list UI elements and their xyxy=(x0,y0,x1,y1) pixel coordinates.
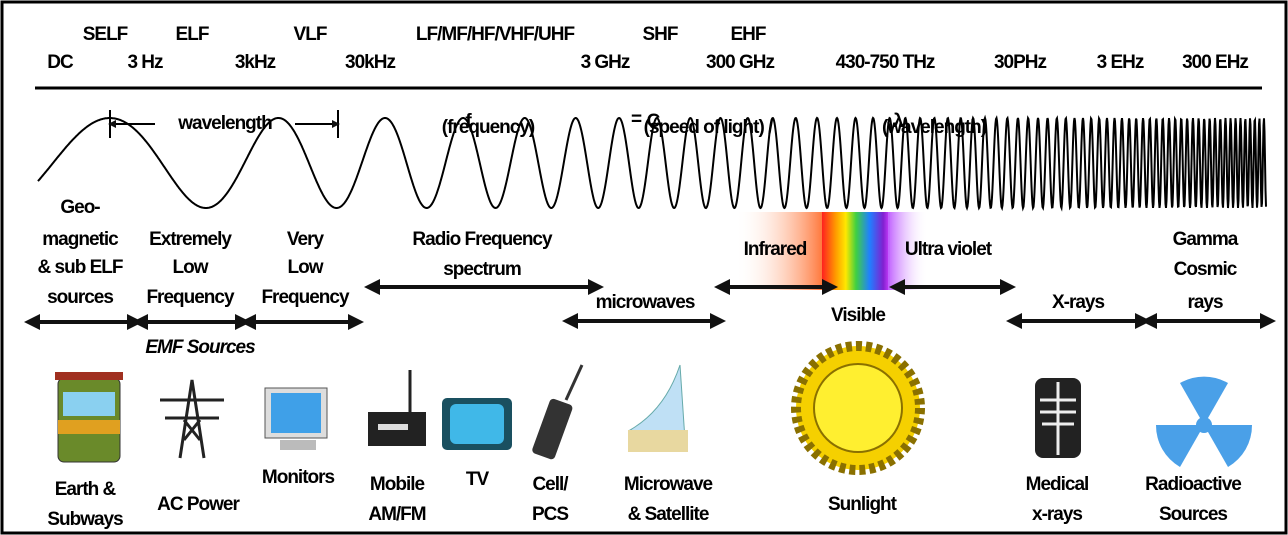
source-label: TV xyxy=(466,469,490,490)
region-label: & sub ELF xyxy=(38,257,123,278)
region-label: rays xyxy=(1187,292,1223,313)
region-label: Frequency xyxy=(146,287,235,308)
band-frequency: 300 EHz xyxy=(1182,52,1248,73)
pylon-icon xyxy=(160,379,224,459)
band-frequency: 30kHz xyxy=(345,52,395,73)
source-label: Microwave xyxy=(624,474,713,495)
source-label: AM/FM xyxy=(368,504,425,525)
band-name: ELF xyxy=(176,24,209,45)
radio-icon xyxy=(368,370,426,446)
region-label: microwaves xyxy=(596,292,695,313)
region-label: Geo- xyxy=(60,197,100,218)
formula-equals: = xyxy=(631,109,642,130)
band-frequency: DC xyxy=(47,52,74,73)
band-name: SELF xyxy=(83,24,128,45)
band-name: EHF xyxy=(731,24,766,45)
region-label: sources xyxy=(47,287,113,308)
source-label: Mobile xyxy=(370,474,425,495)
source-label: Earth & xyxy=(55,479,117,500)
source-label: Radioactive xyxy=(1145,474,1241,495)
band-name: SHF xyxy=(643,24,678,45)
source-label: PCS xyxy=(532,504,568,525)
source-label: Sunlight xyxy=(828,494,898,515)
tram-icon xyxy=(55,372,123,463)
radiation-icon xyxy=(1155,376,1253,467)
band-frequency: 3kHz xyxy=(235,52,276,73)
region-label: magnetic xyxy=(42,229,119,250)
source-label: Monitors xyxy=(262,467,335,488)
emf-title: EMF Sources xyxy=(145,337,255,358)
region-label: Radio Frequency xyxy=(412,229,553,250)
tv-icon xyxy=(442,398,512,450)
source-label: & Satellite xyxy=(628,504,709,525)
visible-band xyxy=(735,212,928,290)
formula-label: (frequency) xyxy=(442,117,535,138)
region-label: Cosmic xyxy=(1174,259,1238,280)
formula-label: (speed of light) / xyxy=(644,117,774,138)
region-label: Visible xyxy=(831,305,885,326)
source-label: Subways xyxy=(47,509,123,530)
band-frequency: 3 GHz xyxy=(581,52,630,73)
formula-f: f xyxy=(465,111,472,132)
source-label: Cell/ xyxy=(532,474,569,495)
region-label: Ultra violet xyxy=(905,239,993,260)
wavelength-markers xyxy=(108,110,340,138)
icons xyxy=(55,341,1253,475)
satellite-icon xyxy=(628,364,688,452)
range-arrows xyxy=(24,279,1276,330)
region-label: Frequency xyxy=(261,287,350,308)
region-label: Extremely xyxy=(149,229,232,250)
region-label: X-rays xyxy=(1052,292,1105,313)
region-label: Very xyxy=(287,229,325,250)
formula-label: (wavelength) xyxy=(882,117,987,138)
region-label: Gamma xyxy=(1173,229,1239,250)
source-label: Sources xyxy=(1159,504,1227,525)
source-label: AC Power xyxy=(157,494,240,515)
region-label: Infrared xyxy=(744,239,807,260)
band-name: VLF xyxy=(294,24,327,45)
region-label: Low xyxy=(288,257,324,278)
band-frequency: 430-750 THz xyxy=(836,52,935,73)
wave xyxy=(37,114,1267,212)
phone-icon xyxy=(532,364,584,460)
band-frequency: 3 EHz xyxy=(1097,52,1144,73)
region-label: spectrum xyxy=(443,259,521,280)
wavelength-label: wavelength xyxy=(177,113,272,134)
source-label: Medical xyxy=(1026,474,1089,495)
formula-lambda: λ xyxy=(893,111,904,132)
monitor-icon xyxy=(264,387,328,450)
formula-c: C xyxy=(647,111,661,132)
band-name: LF/MF/HF/VHF/UHF xyxy=(416,24,575,45)
band-frequency: 3 Hz xyxy=(127,52,163,73)
sun-icon xyxy=(791,341,925,475)
band-frequency: 300 GHz xyxy=(706,52,774,73)
xray-icon xyxy=(1035,378,1081,458)
region-label: Low xyxy=(173,257,209,278)
band-frequency: 30PHz xyxy=(994,52,1047,73)
source-label: x-rays xyxy=(1032,504,1082,525)
